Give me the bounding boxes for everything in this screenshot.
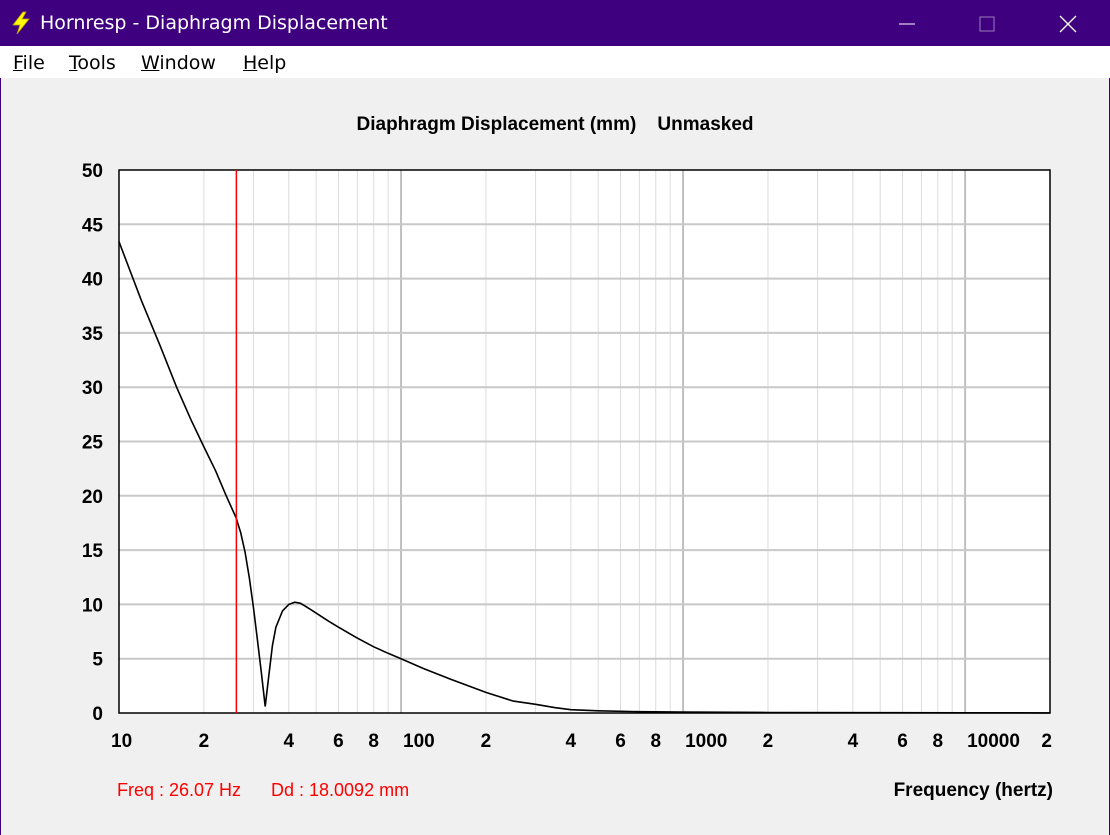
x-tick-label: 2 (763, 731, 774, 752)
x-tick-label: 4 (848, 731, 859, 752)
close-icon (1059, 15, 1077, 33)
x-tick-label: 6 (333, 731, 344, 752)
chart-title: Diaphragm Displacement (mm) Unmasked (356, 114, 754, 135)
x-tick-label: 8 (368, 731, 379, 752)
y-tick-label: 30 (82, 378, 103, 399)
minimize-button[interactable] (867, 0, 947, 46)
menu-window-rest: indow (159, 52, 216, 74)
y-tick-label: 20 (82, 487, 103, 508)
x-tick-label: 8 (650, 731, 661, 752)
menu-tools-mnemonic: T (69, 52, 78, 74)
x-tick-label: 10000 (967, 731, 1020, 752)
displacement-curve (118, 241, 1051, 714)
x-tick-label: 2 (481, 731, 492, 752)
window-title: Hornresp - Diaphragm Displacement (40, 12, 388, 34)
x-tick-label: 4 (284, 731, 295, 752)
y-tick-label: 25 (82, 433, 104, 454)
maximize-button[interactable] (947, 0, 1027, 46)
x-tick-labels: 10 2 4 6 8 100 2 4 6 8 1000 2 4 6 8 10000 2 (111, 731, 1052, 752)
frequency-readout: Freq : 26.07 Hz (117, 780, 242, 800)
y-tick-label: 15 (82, 541, 104, 562)
menu-tools[interactable]: Tools (69, 52, 116, 74)
menu-bar: File Tools Window Help (0, 46, 1110, 78)
plot-border (118, 169, 1051, 714)
title-bar[interactable]: Hornresp - Diaphragm Displacement (0, 0, 1110, 46)
lightning-bolt-icon[interactable] (9, 11, 33, 35)
x-tick-label: 10 (111, 731, 132, 752)
menu-window[interactable]: Window (141, 52, 216, 74)
close-button[interactable] (1028, 0, 1108, 46)
menu-help-mnemonic: H (243, 52, 258, 74)
y-tick-label: 10 (82, 595, 103, 616)
x-tick-label: 1000 (685, 731, 727, 752)
x-tick-label: 100 (403, 731, 435, 752)
plot-frame (118, 169, 1051, 714)
series-layer (118, 241, 1051, 714)
menu-file-rest: ile (22, 52, 45, 74)
x-tick-label: 4 (566, 731, 577, 752)
y-tick-label: 40 (82, 270, 103, 291)
menu-file[interactable]: File (13, 52, 45, 74)
y-tick-label: 0 (92, 704, 103, 725)
grid-layer (119, 170, 1050, 713)
x-axis-title: Frequency (hertz) (893, 780, 1053, 801)
x-tick-label: 8 (932, 731, 943, 752)
y-tick-label: 45 (82, 215, 104, 236)
x-tick-label: 6 (615, 731, 626, 752)
menu-tools-rest: ools (77, 52, 116, 74)
x-tick-label: 2 (1041, 731, 1052, 752)
menu-help[interactable]: Help (243, 52, 286, 74)
menu-window-mnemonic: W (141, 52, 160, 74)
x-tick-label: 6 (897, 731, 908, 752)
x-tick-label: 2 (199, 731, 210, 752)
y-tick-label: 5 (92, 650, 103, 671)
menu-file-mnemonic: F (13, 52, 23, 74)
maximize-icon (979, 16, 995, 32)
y-tick-labels: 0 5 10 15 20 25 30 35 40 45 50 (82, 161, 104, 725)
displacement-readout: Dd : 18.0092 mm (271, 780, 410, 800)
y-tick-label: 35 (82, 324, 104, 345)
menu-help-rest: elp (257, 52, 287, 74)
minimize-icon (899, 23, 915, 25)
y-tick-label: 50 (82, 161, 103, 182)
